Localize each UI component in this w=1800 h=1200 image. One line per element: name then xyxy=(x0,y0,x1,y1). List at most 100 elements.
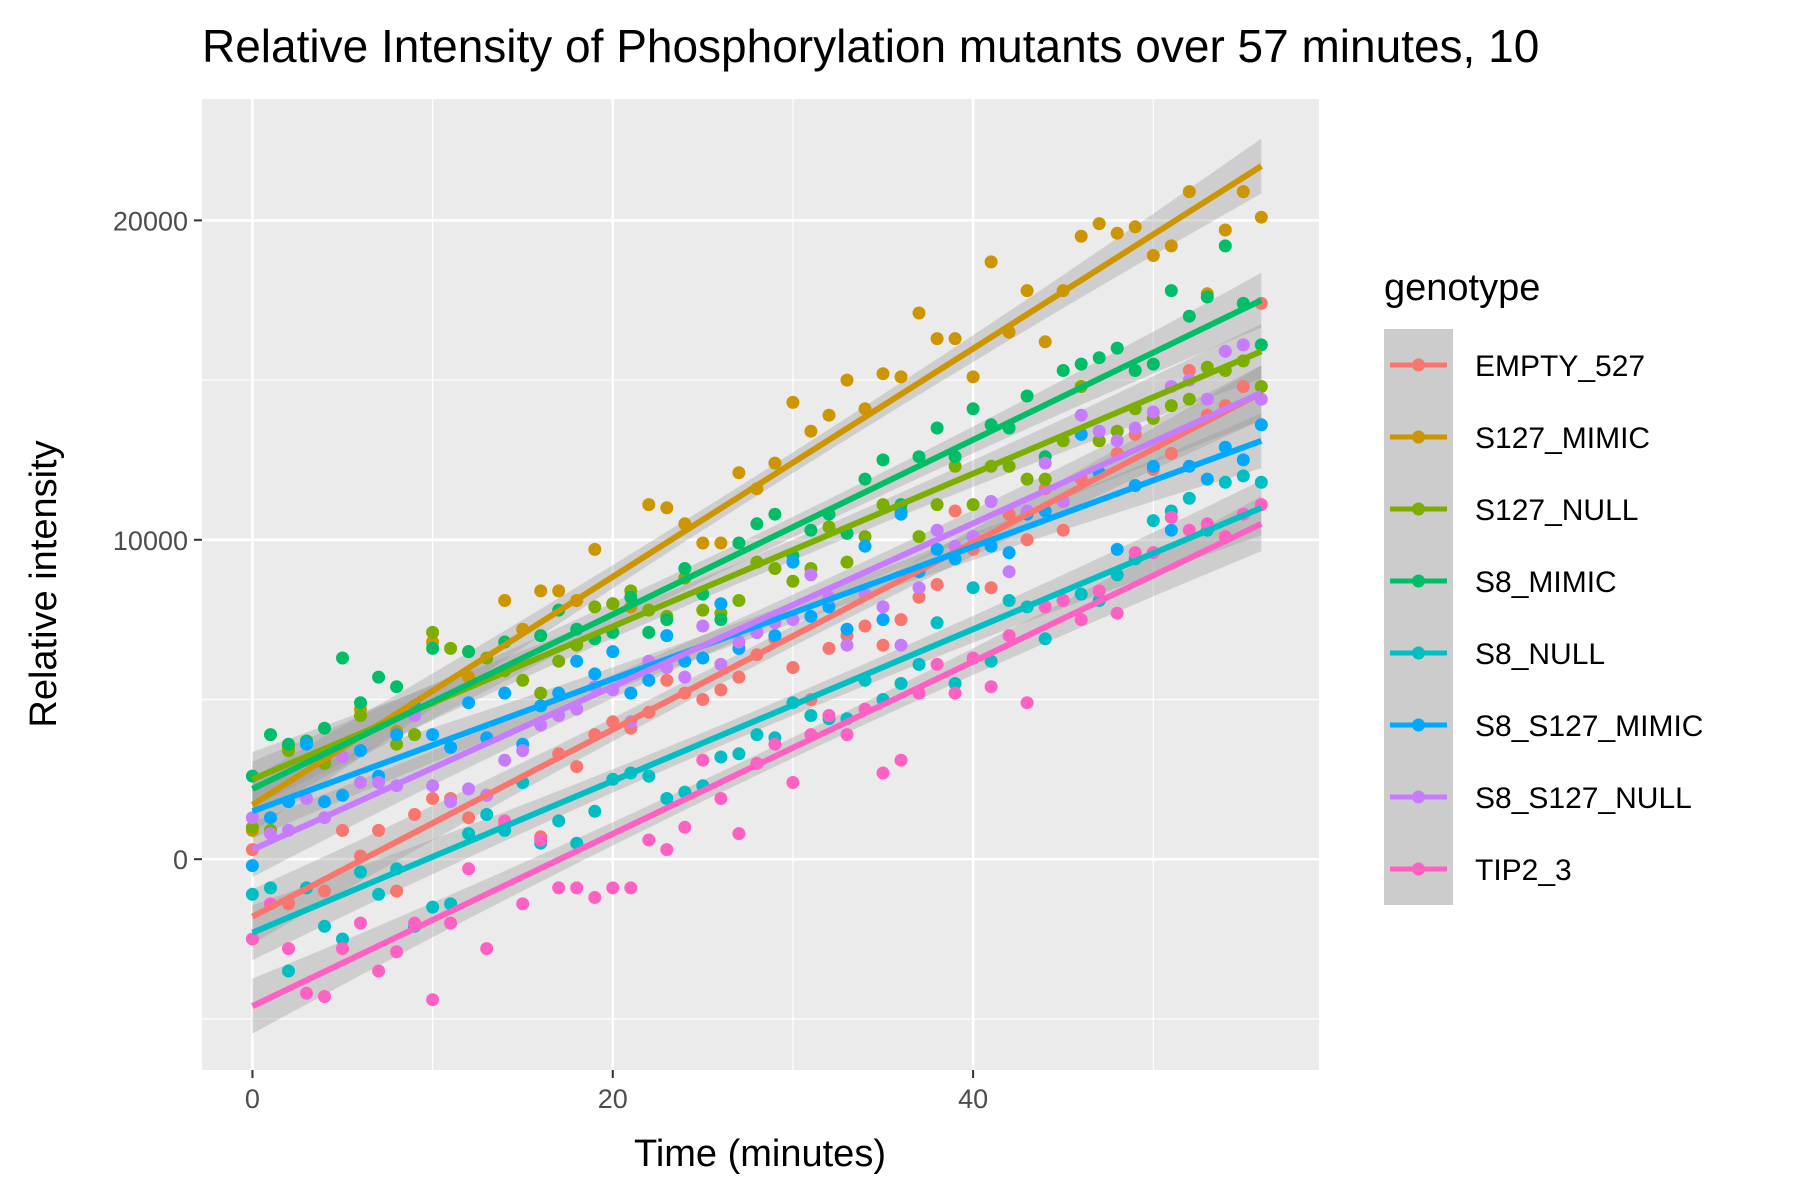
data-point xyxy=(516,744,530,758)
data-point xyxy=(1236,453,1250,467)
legend-key-point xyxy=(1412,430,1425,444)
data-point xyxy=(606,881,620,895)
data-point xyxy=(300,986,313,1000)
data-point xyxy=(372,776,386,789)
data-point xyxy=(1146,249,1160,262)
data-point xyxy=(570,881,584,895)
trend-line xyxy=(251,505,1263,936)
chart-title: Relative Intensity of Phosphorylation mu… xyxy=(202,20,1539,72)
data-point xyxy=(1146,405,1160,419)
data-point xyxy=(480,942,494,956)
x-tick-label: 0 xyxy=(245,1084,260,1114)
data-point xyxy=(516,673,530,687)
data-point xyxy=(588,600,602,614)
data-point xyxy=(732,466,746,480)
legend-label: S8_S127_NULL xyxy=(1475,782,1692,815)
data-point xyxy=(336,823,349,837)
data-point xyxy=(245,820,259,834)
legend-items: EMPTY_527 S127_MIMIC S127_NULL S8_MIMIC S8_N… xyxy=(1384,329,1703,905)
data-point xyxy=(1002,459,1016,473)
data-point xyxy=(948,686,962,700)
data-point xyxy=(1182,491,1196,505)
data-point xyxy=(1182,309,1196,323)
data-point xyxy=(642,498,656,512)
data-point xyxy=(264,811,277,825)
data-point xyxy=(245,811,259,825)
data-point xyxy=(930,421,944,435)
data-point xyxy=(660,613,674,627)
legend-key-background xyxy=(1384,329,1453,905)
data-point xyxy=(354,744,367,758)
data-point xyxy=(1128,546,1142,560)
data-point xyxy=(930,578,944,591)
data-point xyxy=(245,932,259,946)
data-point xyxy=(714,613,728,627)
data-point xyxy=(552,584,566,598)
trend-line xyxy=(251,390,1263,853)
data-point xyxy=(768,507,782,521)
data-point xyxy=(696,619,710,633)
data-point xyxy=(552,814,566,828)
data-point xyxy=(660,629,674,643)
data-point xyxy=(372,823,386,837)
data-point xyxy=(930,523,944,537)
data-point xyxy=(1146,357,1160,371)
axes: 0 20 40 0 10000 20000 xyxy=(113,206,988,1114)
data-point xyxy=(930,616,944,630)
data-point xyxy=(660,673,674,687)
data-point xyxy=(1074,408,1088,422)
data-point xyxy=(390,945,404,959)
data-point xyxy=(930,657,944,671)
data-point xyxy=(552,654,566,668)
data-point xyxy=(1110,606,1124,620)
data-point xyxy=(1146,459,1160,473)
legend-key-point xyxy=(1412,358,1425,372)
data-point xyxy=(894,370,908,384)
data-point xyxy=(318,990,331,1003)
data-point xyxy=(245,859,259,873)
data-point xyxy=(966,581,980,595)
data-point xyxy=(282,964,295,978)
data-point xyxy=(426,900,440,914)
data-point xyxy=(696,693,710,706)
data-point xyxy=(660,501,674,515)
legend-label: S8_MIMIC xyxy=(1475,566,1617,599)
data-point xyxy=(264,728,277,742)
data-point xyxy=(876,367,890,381)
data-point xyxy=(660,843,674,857)
data-point xyxy=(534,584,548,598)
data-point xyxy=(588,542,602,556)
data-point xyxy=(300,737,313,751)
data-point xyxy=(390,737,404,751)
data-point xyxy=(354,916,367,930)
data-point xyxy=(930,332,944,346)
data-point xyxy=(570,654,584,668)
data-point xyxy=(1128,220,1142,234)
y-tick-label: 0 xyxy=(173,845,188,875)
data-point xyxy=(1074,613,1088,627)
data-point xyxy=(732,635,746,649)
data-point xyxy=(714,683,728,697)
data-point xyxy=(318,721,331,735)
data-point xyxy=(1074,229,1088,243)
x-axis-title: Time (minutes) xyxy=(634,1133,886,1175)
data-point xyxy=(714,792,728,805)
data-point xyxy=(1020,389,1034,403)
data-point xyxy=(804,609,818,623)
data-point xyxy=(1236,469,1250,483)
data-point xyxy=(678,562,692,575)
data-point xyxy=(732,827,746,841)
data-point xyxy=(642,769,656,783)
data-point xyxy=(426,779,440,793)
data-point xyxy=(390,680,404,694)
data-point xyxy=(1092,584,1106,598)
data-point xyxy=(426,728,440,742)
data-point xyxy=(1002,565,1016,579)
data-point xyxy=(1200,290,1214,304)
data-point xyxy=(336,651,349,665)
data-point xyxy=(245,887,259,901)
data-point xyxy=(1092,424,1106,438)
data-point xyxy=(372,964,386,978)
data-point xyxy=(462,782,476,796)
